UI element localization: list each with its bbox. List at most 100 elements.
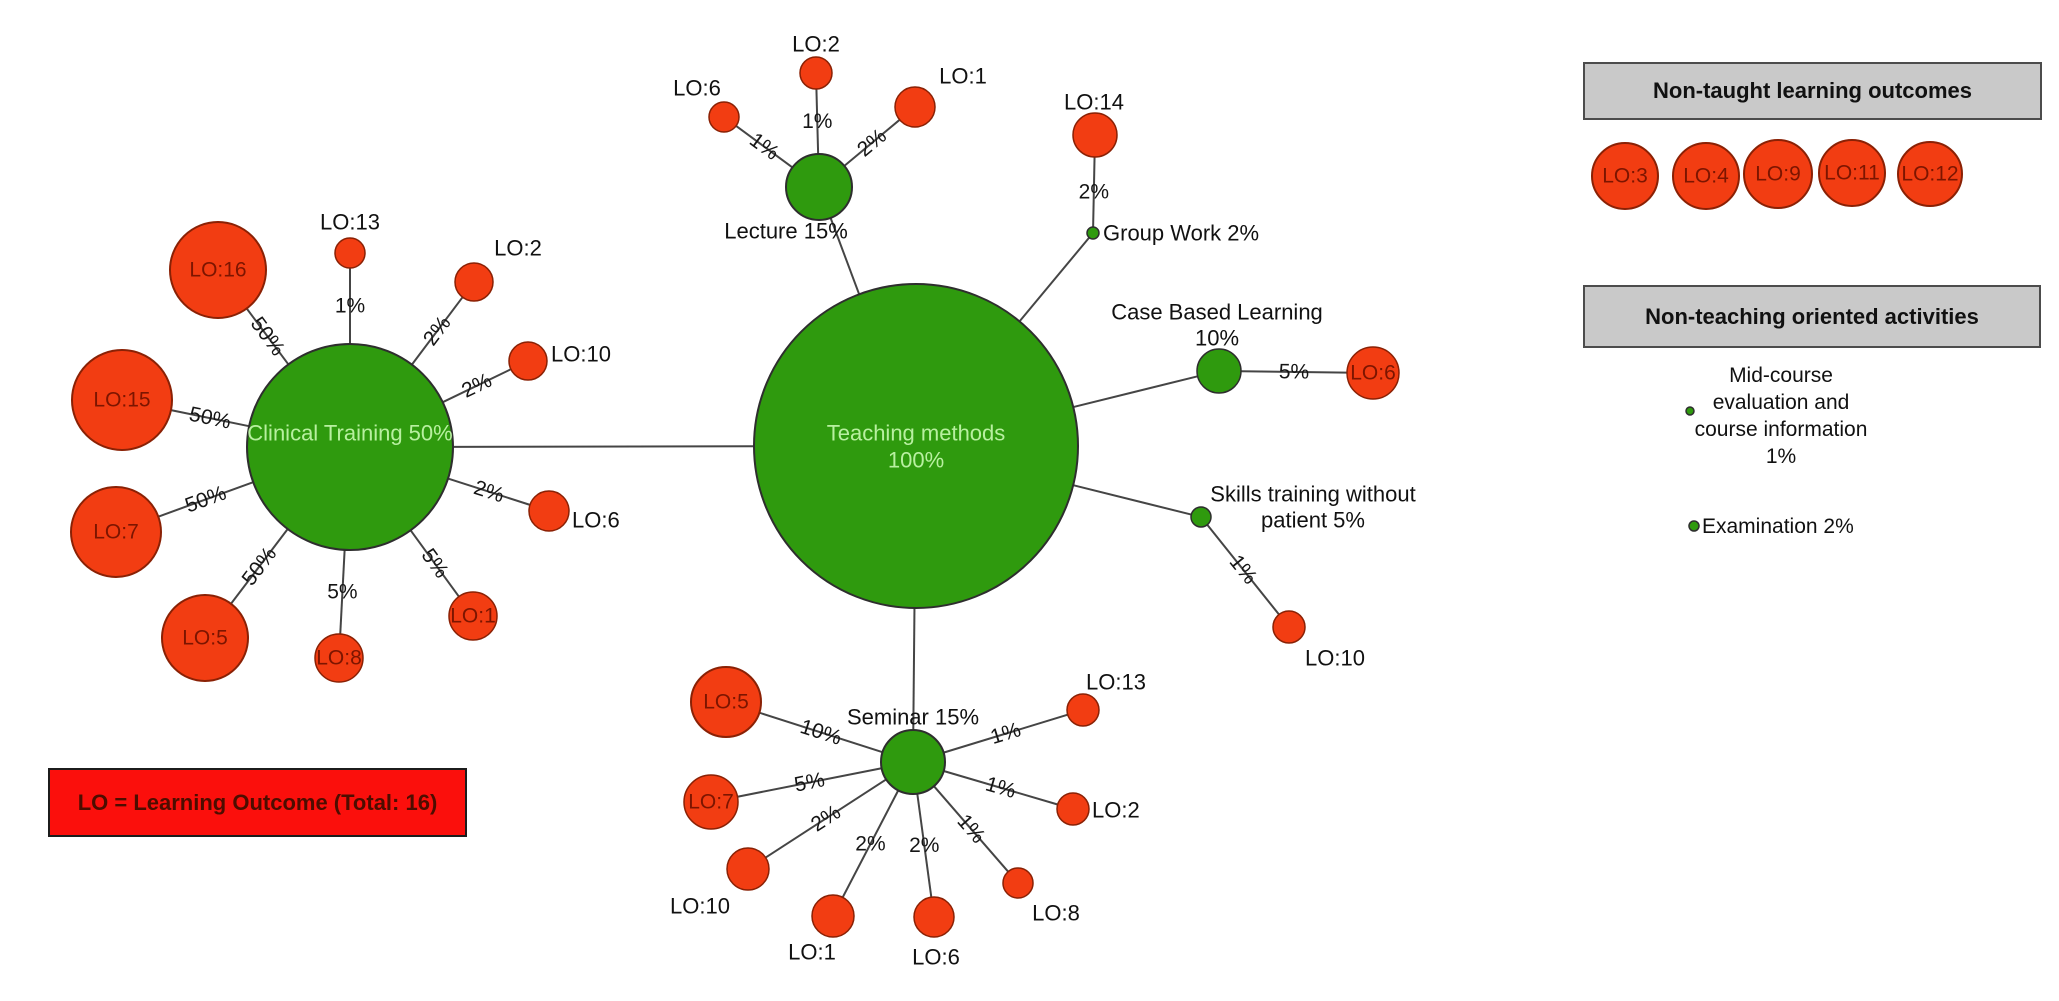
- node-label-lo13s: LO:13: [1086, 670, 1146, 695]
- node-label-lo5s: LO:5: [703, 691, 749, 714]
- node-label-lecture: Lecture 15%: [724, 219, 848, 244]
- node-label-lo14: LO:14: [1064, 90, 1124, 115]
- node-label-cbl-line-1: Case Based Learning: [1111, 300, 1323, 325]
- node-lo13c-lo-circle: [334, 237, 366, 269]
- edge-seminar-lo8s: [933, 785, 1009, 873]
- node-lo10s-lo-circle: [726, 847, 770, 891]
- edge-label-clinical-lo8c: 5%: [327, 580, 357, 603]
- node-label-seminar: Seminar 15%: [847, 705, 979, 730]
- node-label-lo6l: LO:6: [673, 76, 721, 101]
- edge-skills-lo10sk: [1206, 524, 1280, 616]
- node-lo2c-lo-circle: [454, 262, 494, 302]
- node-lo9nt-lo-circle: [1743, 139, 1813, 209]
- node-label-lo6cbl: LO:6: [1350, 362, 1396, 385]
- node-lo15-lo-circle: [71, 349, 173, 451]
- edge-clinical-lo15: [170, 409, 250, 428]
- edge-label-clinical-lo13c: 1%: [335, 295, 365, 318]
- edge-seminar-lo5s: [759, 711, 883, 754]
- node-label-lo1s: LO:1: [788, 940, 836, 965]
- node-lo1c-lo-circle: [448, 591, 498, 641]
- node-label-lo11nt: LO:11: [1824, 162, 1880, 185]
- node-lo6c-lo-circle: [528, 490, 570, 532]
- node-label-teaching-line-2: 100%: [888, 448, 944, 473]
- examination-label: Examination 2%: [1702, 515, 1854, 538]
- edge-label-groupwork-lo14: 2%: [1079, 180, 1109, 203]
- node-label-skills-line-1: Skills training without: [1210, 482, 1415, 507]
- node-label-lo2l: LO:2: [792, 32, 840, 57]
- node-label-clinical: Clinical Training 50%: [247, 421, 452, 446]
- node-lo8c-lo-circle: [314, 633, 364, 683]
- edge-label-seminar-lo1s: 2%: [855, 832, 885, 855]
- edge-cbl-lo6cbl: [1240, 370, 1348, 374]
- node-teaching-circle: [753, 283, 1079, 609]
- edge-clinical-lo2c: [411, 296, 464, 366]
- node-seminar-circle: [880, 729, 946, 795]
- node-lo3nt-lo-circle: [1591, 142, 1659, 210]
- edge-teaching-lecture: [829, 217, 861, 295]
- node-lo10c-lo-circle: [508, 341, 548, 381]
- node-label-lo2s: LO:2: [1092, 798, 1140, 823]
- edge-groupwork-lo14: [1092, 156, 1096, 228]
- node-label-teaching-line-1: Teaching methods: [827, 421, 1006, 446]
- edge-label-seminar-lo7s: 5%: [792, 768, 826, 796]
- node-lo2s-lo-circle: [1056, 792, 1090, 826]
- node-label-lo10s: LO:10: [670, 894, 730, 919]
- edge-seminar-lo10s: [765, 778, 887, 859]
- node-lo6s-lo-circle: [913, 896, 955, 938]
- node-lo13s-lo-circle: [1066, 693, 1100, 727]
- edge-label-seminar-lo5s: 10%: [797, 715, 844, 750]
- node-lo8s-lo-circle: [1002, 867, 1034, 899]
- edge-seminar-lo7s: [737, 767, 882, 798]
- node-lo1s-lo-circle: [811, 894, 855, 938]
- node-label-lo1c: LO:1: [450, 605, 496, 628]
- edge-seminar-lo2s: [943, 770, 1058, 806]
- node-exam-dot-circle: [1688, 520, 1700, 532]
- node-label-lo2c: LO:2: [494, 236, 542, 261]
- node-midcourse-dot-circle: [1685, 406, 1695, 416]
- edges-layer: [157, 88, 1348, 898]
- node-lo14-lo-circle: [1072, 112, 1118, 158]
- node-groupwork-circle: [1086, 226, 1100, 240]
- node-lo16-lo-circle: [169, 221, 267, 319]
- node-label-lo10sk: LO:10: [1305, 646, 1365, 671]
- node-lo7s-lo-circle: [683, 774, 739, 830]
- node-label-lo4nt: LO:4: [1683, 165, 1729, 188]
- edge-clinical-lo1c: [409, 529, 460, 598]
- node-label-cbl-line-2: 10%: [1195, 326, 1239, 351]
- edge-label-clinical-lo10c: 2%: [458, 369, 495, 403]
- node-label-lo1l: LO:1: [939, 64, 987, 89]
- edge-clinical-lo5c: [230, 528, 289, 605]
- node-label-lo15: LO:15: [93, 389, 150, 412]
- edge-seminar-lo6s: [916, 793, 933, 898]
- node-lo7c-lo-circle: [70, 486, 162, 578]
- labels-layer: 1%1%2%2%5%1%50%1%2%50%2%50%50%5%5%2%10%5…: [93, 32, 1958, 970]
- edge-teaching-cbl: [1073, 375, 1198, 409]
- node-label-lo6s: LO:6: [912, 945, 960, 970]
- node-label-lo9nt: LO:9: [1755, 163, 1801, 186]
- edge-label-clinical-lo1c: 5%: [417, 544, 453, 582]
- node-label-lo3nt: LO:3: [1602, 165, 1648, 188]
- lo-legend-box: LO = Learning Outcome (Total: 16): [48, 768, 467, 837]
- edge-clinical-lo8c: [339, 549, 346, 635]
- node-lo12nt-lo-circle: [1897, 141, 1963, 207]
- edge-label-skills-lo10sk: 1%: [1225, 551, 1262, 589]
- node-label-lo7c: LO:7: [93, 521, 139, 544]
- edge-label-seminar-lo2s: 1%: [983, 772, 1019, 803]
- node-lecture-circle: [785, 153, 853, 221]
- edge-label-clinical-lo5c: 50%: [237, 543, 281, 590]
- node-label-lo16: LO:16: [189, 259, 246, 282]
- node-lo5s-lo-circle: [690, 666, 762, 738]
- non-taught-outcomes-header: Non-taught learning outcomes: [1583, 62, 2042, 120]
- node-lo4nt-lo-circle: [1672, 142, 1740, 210]
- node-skills-circle: [1190, 506, 1212, 528]
- node-lo6l-lo-circle: [708, 101, 740, 133]
- edge-lecture-lo1l: [843, 119, 901, 167]
- node-lo5c-lo-circle: [161, 594, 249, 682]
- edge-seminar-lo13s: [943, 713, 1068, 754]
- edge-label-lecture-lo6l: 1%: [745, 128, 783, 165]
- edge-teaching-clinical: [452, 445, 755, 448]
- node-label-lo10c: LO:10: [551, 342, 611, 367]
- edge-label-clinical-lo6c: 2%: [471, 476, 507, 507]
- edge-label-seminar-lo8s: 1%: [952, 810, 989, 848]
